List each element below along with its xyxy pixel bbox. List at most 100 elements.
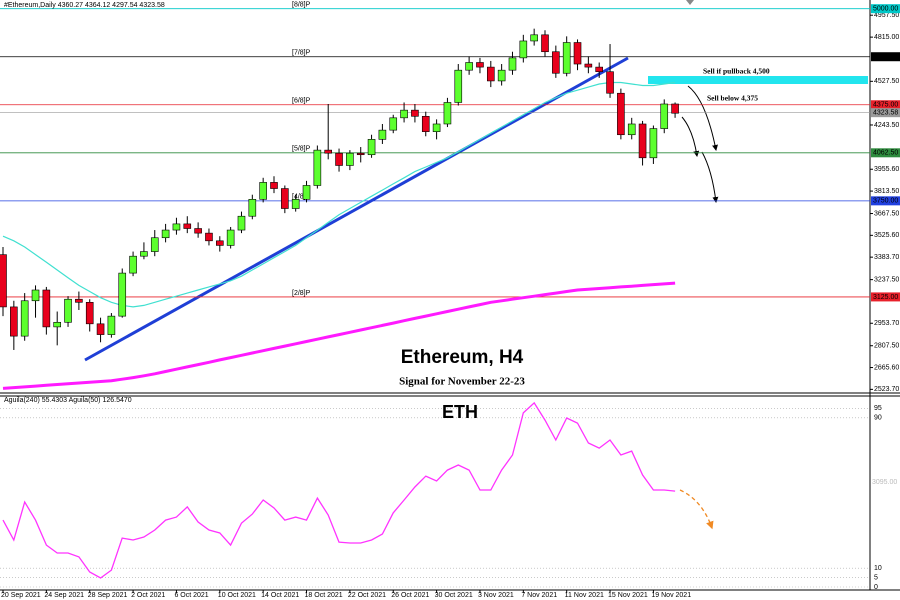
candle-body [649,128,658,159]
x-tick-label: 19 Nov 2021 [651,592,691,599]
x-tick-label: 6 Oct 2021 [174,592,208,599]
candle-body [454,69,463,103]
level-box [871,52,900,62]
x-tick-label: 26 Oct 2021 [391,592,429,599]
candle-body [161,229,170,239]
level-label: 3750.00 [873,198,898,205]
candle-body [541,34,549,53]
candle-body [421,115,430,132]
level-box [871,4,900,14]
candle-body [486,66,495,82]
candle-body [107,315,116,335]
y-tick-label: 3237.50 [874,276,899,283]
x-tick-label: 14 Oct 2021 [261,592,299,599]
indicator-line [2,401,676,579]
x-tick-label: 22 Oct 2021 [348,592,386,599]
candle-body [64,298,72,323]
candle-body [508,57,517,71]
candle-body [627,123,636,136]
moving-average [2,281,676,390]
arrow [681,116,700,157]
candle-body [638,123,647,159]
candle-body [313,149,322,186]
candle-body [367,139,376,156]
x-tick-label: 20 Sep 2021 [1,592,41,599]
chart-title: Ethereum, H4 [401,347,524,368]
candle-body [237,215,246,231]
arrow [687,85,718,151]
y-tick-label: 0 [874,584,878,591]
candle-body [465,62,473,71]
candle-body [573,42,582,65]
candle-body [400,109,408,119]
x-tick-label: 18 Oct 2021 [305,592,343,599]
candle-body [291,199,300,209]
axis-overlay-label: 3095.00 [872,479,897,486]
y-tick-label: 3667.50 [874,210,899,217]
arrow [701,151,719,203]
scroll-marker [686,0,694,5]
level-name: [5/8]P [292,146,311,153]
x-tick-label: 2 Oct 2021 [131,592,165,599]
forecast-arrow [679,489,714,530]
last-price-box [871,108,900,118]
moving-average [2,81,676,308]
level-label: 4062.50 [873,150,898,157]
y-tick-label: 4527.50 [874,78,899,85]
y-tick-label: 5 [874,574,878,581]
candle-body [432,123,441,132]
level-box [871,292,900,302]
x-tick-label: 7 Nov 2021 [521,592,557,599]
candle-body [118,272,127,317]
candle-body [335,152,343,166]
level-label: 4687.50 [873,54,898,61]
y-tick-label: 2665.60 [874,364,899,371]
candle-body [10,306,18,337]
candle-body [476,62,484,68]
candle-body [140,251,148,257]
candle-body [356,152,365,156]
x-tick-label: 30 Oct 2021 [435,592,473,599]
x-tick-label: 10 Oct 2021 [218,592,256,599]
candle-body [96,323,105,335]
candle-body [129,255,137,274]
level-name: [4/8]P [292,194,311,201]
candle-body [42,289,51,328]
y-tick-label: 4957.50 [874,12,899,19]
candle-body [194,228,202,234]
candle-body [85,302,94,325]
chart-subtitle: Signal for November 22-23 [399,376,525,388]
candle-body [552,51,560,74]
candle-body [53,321,62,328]
y-tick-label: 2953.70 [874,320,899,327]
annotation: Sell below 4,375 [707,94,758,103]
y-tick-label: 2523.70 [874,386,899,393]
annotation: Sell if pullback 4,500 [703,67,770,76]
candle-body [31,289,40,302]
trend-line [84,56,629,362]
candle-body [411,109,419,117]
candle-body [617,92,625,136]
x-tick-label: 15 Nov 2021 [608,592,648,599]
candle-body [281,188,289,209]
candle-body [0,254,7,308]
y-tick-label: 95 [874,405,882,412]
candle-body [248,199,257,217]
x-tick-label: 24 Sep 2021 [44,592,84,599]
candle-body [205,232,213,242]
candle-body [530,34,538,42]
candle-body [519,40,528,59]
candle-body [270,182,278,189]
candle-body [562,42,571,74]
x-tick-label: 11 Nov 2021 [565,592,604,599]
header: #Ethereum,Daily 4360.27 4364.12 4297.54 … [4,2,165,9]
y-tick-label: 3813.50 [874,188,899,195]
candle-body [606,71,614,94]
level-name: [2/8]P [292,290,311,297]
candle-body [671,103,679,114]
